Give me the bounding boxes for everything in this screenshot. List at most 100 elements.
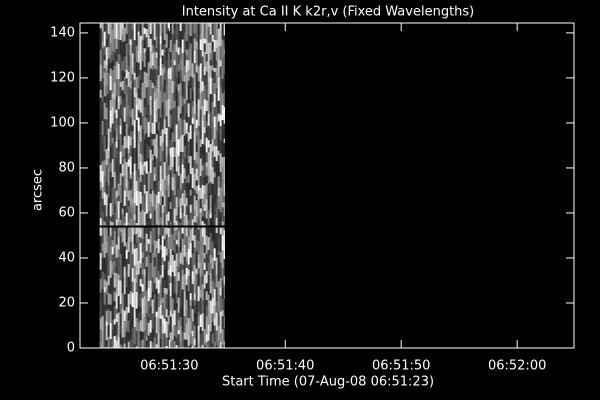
image-pixel (155, 36, 158, 49)
image-pixel (179, 69, 182, 78)
image-pixel (165, 317, 168, 322)
image-pixel (119, 313, 122, 326)
image-pixel (221, 146, 224, 158)
image-pixel (135, 93, 138, 105)
image-pixel (205, 121, 208, 128)
image-pixel (181, 81, 184, 97)
image-pixel (215, 60, 218, 69)
image-pixel (173, 147, 176, 158)
image-pixel (125, 111, 128, 117)
image-pixel (169, 282, 172, 297)
image-pixel (139, 307, 142, 313)
image-pixel (99, 89, 102, 98)
image-pixel (161, 204, 164, 214)
image-pixel (191, 301, 194, 310)
image-pixel (141, 154, 144, 165)
image-pixel (151, 99, 154, 114)
image-pixel (151, 139, 154, 146)
image-pixel (155, 316, 158, 334)
image-pixel (163, 333, 166, 348)
image-pixel (221, 66, 224, 79)
image-pixel (203, 38, 206, 44)
image-pixel (145, 144, 148, 162)
image-pixel (129, 254, 132, 270)
image-pixel (173, 245, 176, 253)
image-pixel (153, 327, 156, 338)
image-pixel (107, 128, 110, 138)
image-pixel (111, 29, 114, 43)
image-pixel (149, 51, 152, 69)
image-pixel (203, 185, 206, 195)
image-pixel (147, 335, 150, 340)
image-pixel (133, 214, 136, 221)
image-pixel (157, 167, 160, 181)
image-pixel (181, 106, 184, 116)
image-pixel (155, 88, 158, 99)
image-pixel (171, 124, 174, 133)
image-pixel (189, 204, 192, 213)
image-pixel (215, 250, 218, 258)
image-pixel (177, 106, 180, 121)
image-pixel (211, 95, 214, 102)
image-pixel (99, 235, 102, 253)
image-pixel (167, 143, 170, 154)
image-pixel (165, 134, 168, 147)
image-pixel (193, 293, 196, 301)
image-pixel (217, 176, 220, 188)
image-pixel (137, 244, 140, 261)
image-pixel (201, 216, 204, 222)
image-pixel (139, 211, 142, 229)
image-pixel (123, 56, 126, 73)
image-pixel (147, 270, 150, 281)
image-pixel (177, 330, 180, 335)
image-pixel (109, 62, 112, 69)
image-pixel (105, 65, 108, 70)
image-pixel (121, 194, 124, 209)
image-pixel (123, 343, 126, 348)
image-pixel (131, 307, 134, 317)
image-pixel (147, 217, 150, 229)
image-pixel (135, 141, 138, 149)
image-pixel (191, 253, 194, 272)
image-pixel (223, 315, 225, 328)
image-pixel (171, 199, 174, 210)
image-pixel (169, 92, 172, 110)
image-pixel (113, 142, 116, 159)
image-pixel (121, 90, 124, 100)
image-pixel (179, 198, 182, 208)
image-pixel (173, 336, 176, 342)
image-pixel (157, 38, 160, 55)
image-pixel (123, 72, 126, 77)
image-pixel (145, 319, 148, 337)
image-pixel (219, 187, 222, 202)
image-pixel (113, 319, 116, 325)
image-pixel (105, 310, 108, 322)
image-pixel (205, 89, 208, 101)
image-pixel (119, 344, 122, 348)
image-pixel (173, 107, 176, 126)
image-pixel (203, 114, 206, 128)
image-pixel (211, 322, 214, 334)
image-pixel (141, 274, 144, 285)
image-pixel (205, 291, 208, 301)
image-pixel (161, 264, 164, 278)
image-pixel (135, 274, 138, 283)
image-pixel (155, 344, 158, 348)
image-pixel (207, 210, 210, 215)
image-pixel (179, 82, 182, 96)
image-pixel (133, 234, 136, 245)
image-pixel (195, 72, 198, 82)
image-pixel (193, 38, 196, 51)
image-pixel (161, 85, 164, 103)
image-pixel (149, 297, 152, 307)
image-pixel (107, 168, 110, 186)
image-pixel (147, 104, 150, 122)
image-pixel (197, 87, 200, 100)
image-pixel (183, 274, 186, 292)
image-pixel (163, 206, 166, 213)
image-pixel (125, 306, 128, 315)
image-pixel (213, 51, 216, 68)
image-pixel (171, 234, 174, 251)
image-pixel (209, 144, 212, 160)
image-pixel (161, 23, 164, 34)
